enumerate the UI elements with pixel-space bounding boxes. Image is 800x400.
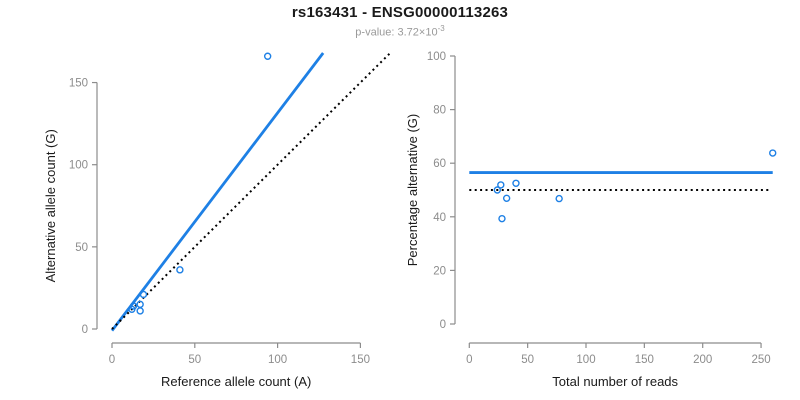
x-tick-label: 250 xyxy=(751,354,770,366)
y-tick-label: 100 xyxy=(427,51,446,63)
x-tick-label: 0 xyxy=(109,354,115,366)
y-tick-label: 150 xyxy=(69,78,88,90)
data-point xyxy=(555,194,563,203)
figure-title: rs163431 - ENSG00000113263 xyxy=(291,4,509,21)
data-point xyxy=(176,266,184,274)
x-tick-label: 100 xyxy=(268,354,287,366)
y-tick-label: 80 xyxy=(433,105,446,117)
data-point xyxy=(139,290,148,299)
data-point xyxy=(502,194,511,203)
allele-count-scatter-panel: 0 50 100 150 0 50 100 150 Reference allele count… xyxy=(43,52,391,389)
data-point xyxy=(136,300,144,309)
pvalue-exponent: -3 xyxy=(437,24,445,33)
y-tick-label: 50 xyxy=(75,242,88,254)
percentage-alternative-scatter-panel: 0 20 40 60 80 100 0 50 100 150 200 250 Total number … xyxy=(405,51,777,389)
y-axis-title: Alternative allele count (G) xyxy=(43,129,58,282)
data-point xyxy=(129,302,138,310)
x-axis-title: Total number of reads xyxy=(552,374,678,389)
y-tick-label: 100 xyxy=(69,160,88,172)
x-tick-label: 50 xyxy=(188,354,201,366)
y-tick-label: 40 xyxy=(433,212,446,224)
x-tick-label: 100 xyxy=(576,354,595,366)
x-tick-label: 200 xyxy=(693,354,712,366)
x-tick-label: 50 xyxy=(521,354,534,366)
y-axis-title: Percentage alternative (G) xyxy=(405,114,420,266)
data-point xyxy=(136,307,144,315)
figure-subtitle: p-value: 3.72×10-3 xyxy=(0,24,800,39)
y-tick-label: 20 xyxy=(433,265,446,277)
data-point xyxy=(769,149,777,157)
pvalue-mantissa: 3.72×10 xyxy=(397,26,438,39)
identity-line xyxy=(111,53,391,330)
data-point xyxy=(493,186,502,194)
x-tick-label: 150 xyxy=(351,354,370,366)
x-axis-title: Reference allele count (A) xyxy=(161,374,311,389)
y-tick-label: 0 xyxy=(440,319,446,331)
data-point xyxy=(497,181,505,189)
pvalue-prefix: p-value: xyxy=(355,26,398,39)
fit-line xyxy=(110,52,325,332)
y-tick-label: 60 xyxy=(433,158,446,170)
y-tick-label: 0 xyxy=(82,324,88,336)
data-point xyxy=(512,179,520,188)
data-point xyxy=(498,214,506,223)
data-point xyxy=(263,52,272,60)
x-tick-label: 0 xyxy=(466,354,472,366)
figure-header: rs163431 - ENSG00000113263 p-value: 3.72… xyxy=(0,4,800,39)
x-tick-label: 150 xyxy=(635,354,654,366)
